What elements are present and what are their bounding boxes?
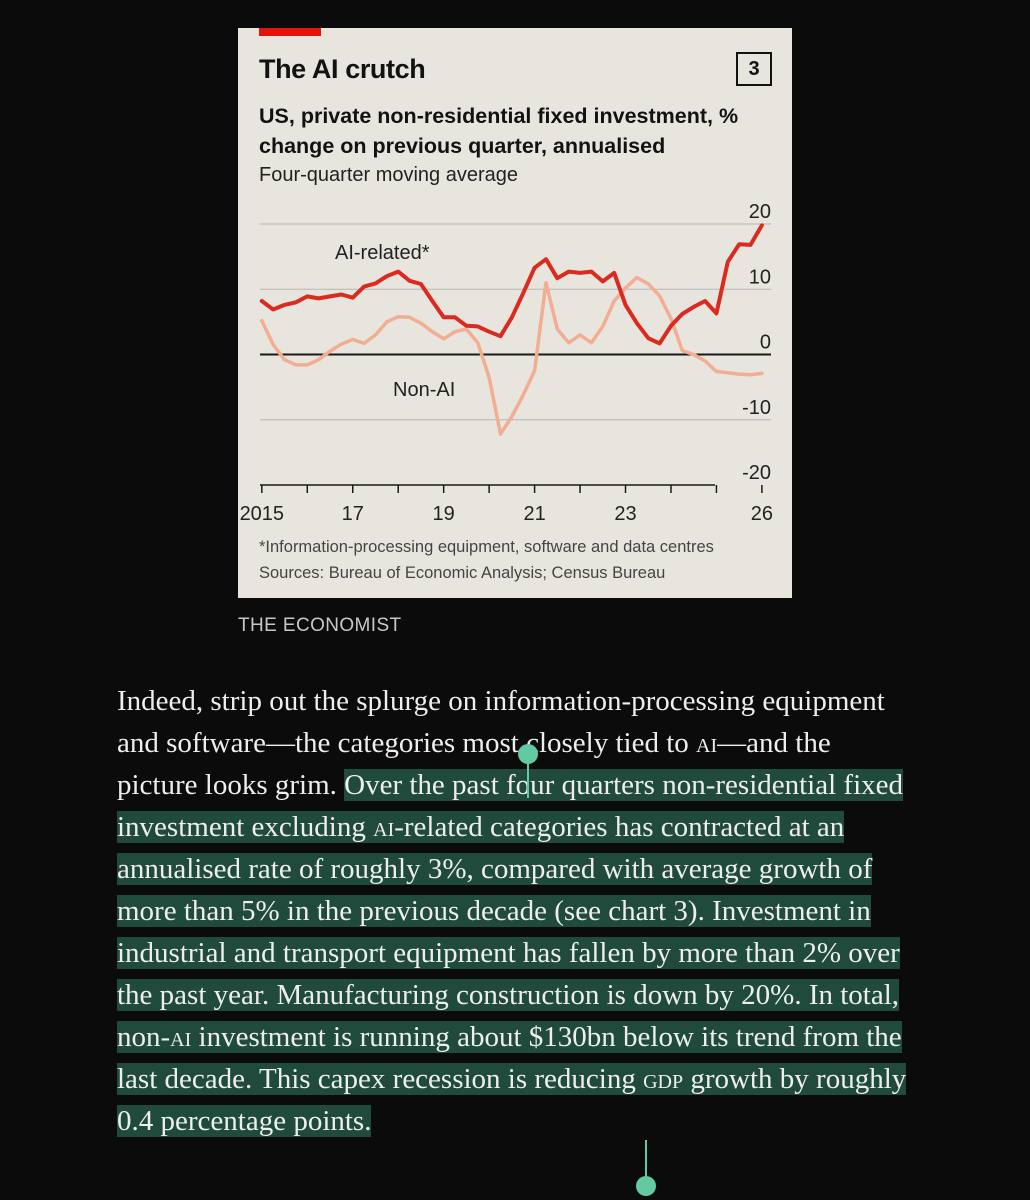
series-line-ai-related [259,223,764,346]
series-line-non-ai [260,275,764,436]
y-tick-label: 0 [760,332,771,354]
x-tick-label: 2015 [240,503,285,525]
chart-title: The AI crutch [259,54,426,84]
line-chart: 20 10 0 -10 -20 2015 17 19 21 23 26 AI-related* N… [240,201,773,525]
chart-subnote: Four-quarter moving average [259,164,519,186]
x-axis: 2015 17 19 21 23 26 [240,484,773,525]
paragraph-text-unselected: Indeed, strip out the splurge on informa… [117,685,885,759]
small-caps-text: gdp [643,1063,684,1095]
x-tick-label: 19 [433,503,455,525]
x-tick-label: 23 [614,503,636,525]
image-credit: THE ECONOMIST [238,615,402,636]
y-tick-label: -10 [742,397,771,419]
small-caps-text: ai [696,727,718,759]
y-tick-label: 10 [749,266,771,288]
series-lines [259,223,764,436]
y-tick-label: -20 [742,462,771,484]
grid-lines [260,223,771,421]
small-caps-text: ai [373,811,395,843]
y-axis-ticks: 20 10 0 -10 -20 [742,201,771,484]
paragraph-text-unselected: —and the picture looks grim. [117,727,831,801]
selected-text-part: investment is running about $130bn below… [117,1021,902,1095]
chart-number-badge: 3 [736,52,772,86]
selection-start-handle[interactable] [518,744,538,764]
chart-subtitle: US, private non-residential fixed invest… [259,104,739,158]
series-label-non-ai: Non-AI [393,379,455,401]
selected-text[interactable]: Over the past four quarters non-resident… [117,769,907,1137]
chart-footnote: *Information-processing equipment, softw… [259,538,714,556]
small-caps-text: ai [170,1021,192,1053]
y-tick-label: 20 [749,201,771,223]
selection-end-handle[interactable] [636,1176,656,1196]
chart-card: The AI crutch 3 US, private non-resident… [238,28,792,598]
x-tick-label: 26 [751,503,773,525]
chart-sources: Sources: Bureau of Economic Analysis; Ce… [259,564,666,582]
brand-red-bar [259,28,321,36]
selection-end-caret [645,1140,647,1180]
x-tick-label: 21 [523,503,545,525]
selected-text-part: Over the past four quarters non-resident… [117,769,903,843]
selection-start-caret [527,760,529,798]
selected-text-part: -related categories has contracted at an… [117,811,900,1053]
article-paragraph[interactable]: Indeed, strip out the splurge on informa… [117,680,917,1142]
selected-text-part: growth by roughly 0.4 percentage points. [117,1063,907,1137]
series-label-ai-related: AI-related* [335,242,430,264]
x-tick-label: 17 [342,503,364,525]
